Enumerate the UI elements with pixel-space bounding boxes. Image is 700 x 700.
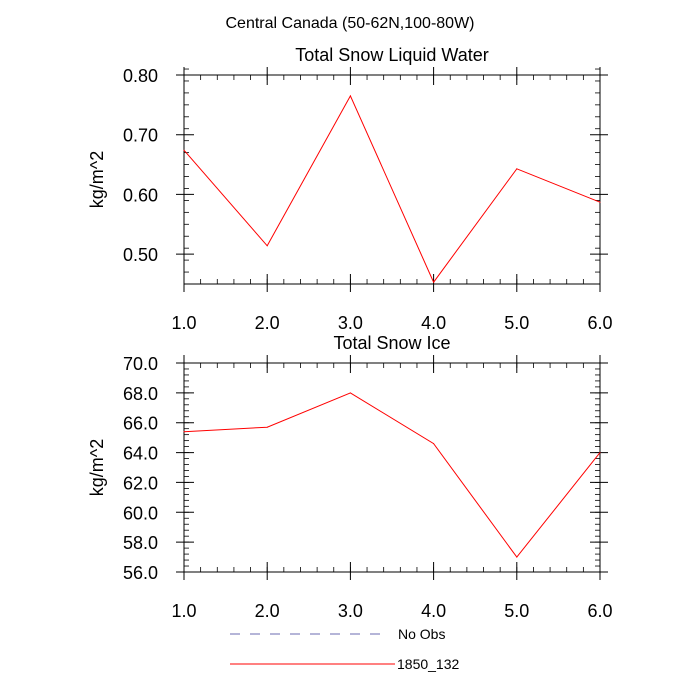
legend-label-1850-132: 1850_132 bbox=[397, 656, 460, 672]
data-point bbox=[599, 452, 601, 454]
x-tick-label: 2.0 bbox=[255, 313, 280, 333]
figure-suptitle: Central Canada (50-62N,100-80W) bbox=[225, 15, 474, 32]
y-tick-label: 62.0 bbox=[123, 473, 158, 493]
data-point bbox=[183, 431, 185, 433]
plot-frame bbox=[183, 362, 601, 573]
y-tick-label: 0.60 bbox=[123, 185, 158, 205]
data-point bbox=[266, 245, 268, 247]
data-point bbox=[349, 392, 351, 394]
data-point bbox=[349, 95, 351, 97]
y-tick-label: 56.0 bbox=[123, 563, 158, 583]
x-tick-label: 4.0 bbox=[421, 313, 446, 333]
chart-title: Total Snow Liquid Water bbox=[295, 45, 488, 65]
data-point bbox=[433, 281, 435, 283]
y-tick-label: 64.0 bbox=[123, 444, 158, 464]
chart-panel-snow-ice: Total Snow Ice 56.0 58.0 60.0 62.0 64.0 66.0 68… bbox=[87, 333, 613, 621]
x-tick-label: 1.0 bbox=[171, 313, 196, 333]
y-tick-label: 58.0 bbox=[123, 533, 158, 553]
data-point bbox=[433, 443, 435, 445]
y-axis-label: kg/m^2 bbox=[87, 151, 107, 208]
y-tick-label: 60.0 bbox=[123, 503, 158, 523]
y-tick-label: 70.0 bbox=[123, 354, 158, 374]
series-line-1850-132 bbox=[183, 94, 601, 284]
y-tick-label: 68.0 bbox=[123, 384, 158, 404]
x-tick-label: 5.0 bbox=[504, 601, 529, 621]
chart-panel-snow-liquid-water: Total Snow Liquid Water 0.50 0.60 0.70 0.80 1… bbox=[87, 45, 613, 333]
x-tick-label: 3.0 bbox=[338, 313, 363, 333]
plot-frame bbox=[183, 74, 601, 285]
x-tick-label: 4.0 bbox=[421, 601, 446, 621]
legend: No Obs 1850_132 bbox=[230, 626, 460, 672]
y-tick-label: 0.80 bbox=[123, 66, 158, 86]
legend-label-no-obs: No Obs bbox=[398, 626, 445, 642]
x-tick-label: 3.0 bbox=[338, 601, 363, 621]
y-axis-label: kg/m^2 bbox=[87, 439, 107, 496]
data-point bbox=[183, 149, 185, 151]
chart-title: Total Snow Ice bbox=[333, 333, 450, 353]
y-tick-label: 0.70 bbox=[123, 126, 158, 146]
data-point bbox=[516, 556, 518, 558]
x-tick-label: 6.0 bbox=[587, 313, 612, 333]
data-point bbox=[516, 168, 518, 170]
x-tick-label: 6.0 bbox=[587, 601, 612, 621]
y-tick-label: 0.50 bbox=[123, 245, 158, 265]
series-line-1850-132 bbox=[183, 392, 601, 558]
y-tick-label: 66.0 bbox=[123, 414, 158, 434]
x-tick-label: 5.0 bbox=[504, 313, 529, 333]
data-point bbox=[599, 201, 601, 203]
x-tick-label: 2.0 bbox=[255, 601, 280, 621]
data-point bbox=[266, 426, 268, 428]
x-tick-label: 1.0 bbox=[171, 601, 196, 621]
